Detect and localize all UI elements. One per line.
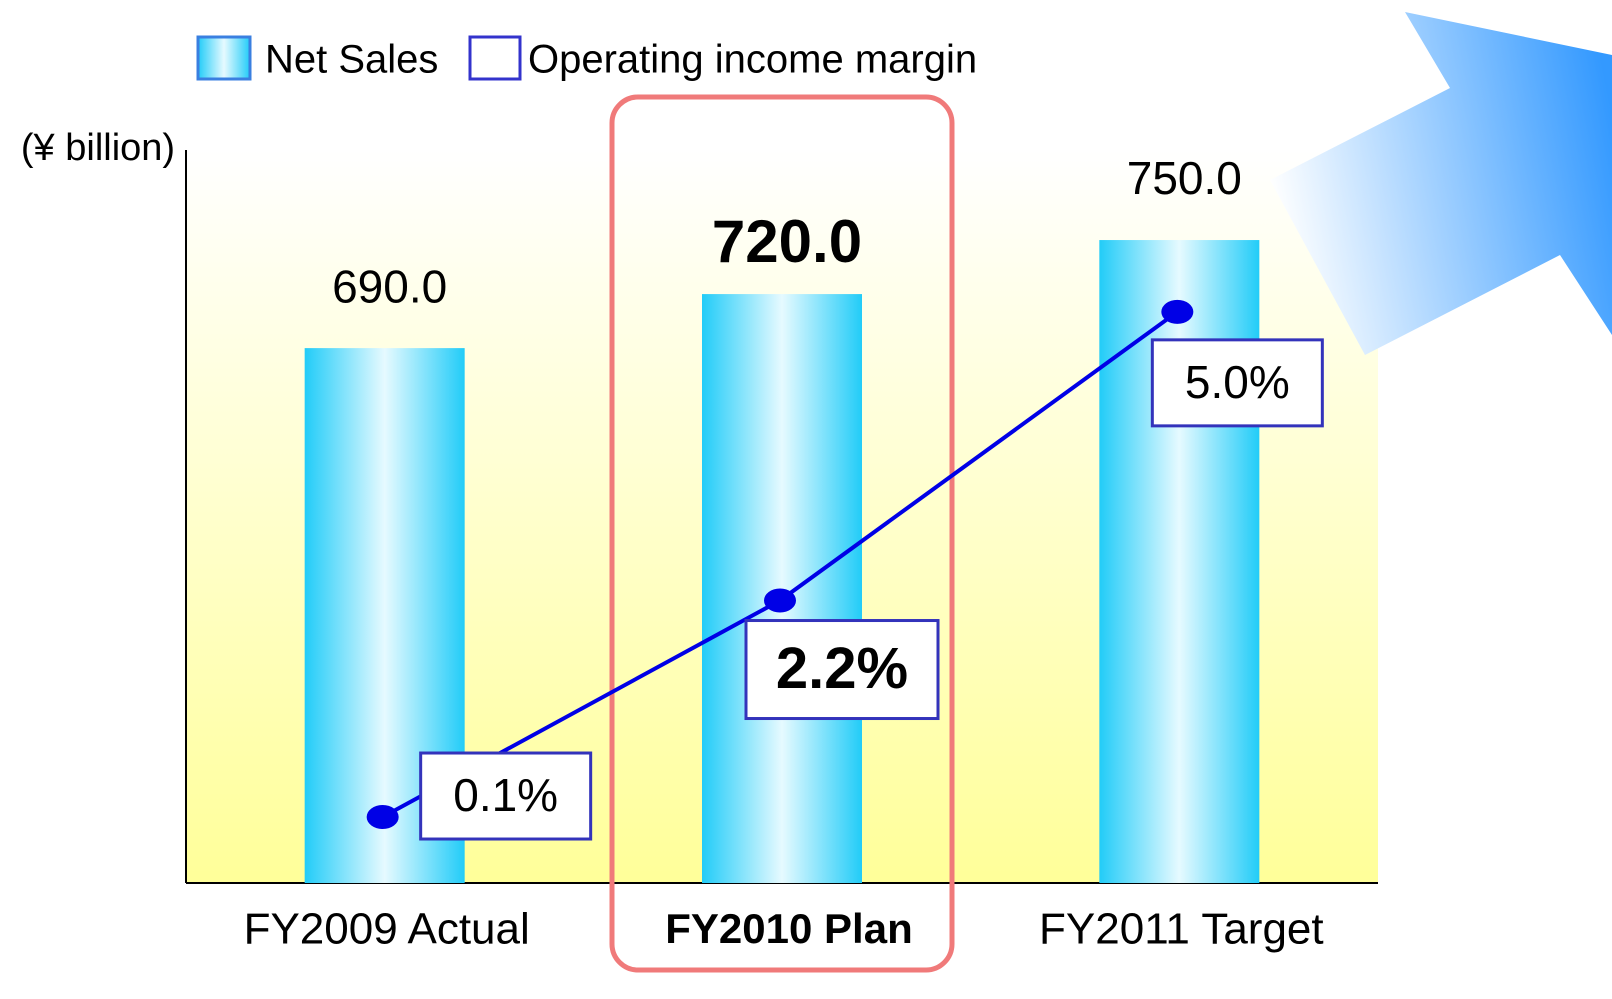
bar [1099,240,1260,883]
bar-value-label: 690.0 [332,260,447,312]
legend-swatch [196,35,252,81]
line-point [764,588,796,613]
line-value-label: 0.1% [453,769,558,821]
legend-label: Net Sales [265,38,438,82]
value-label-box [419,751,593,841]
value-label-box [1150,338,1324,428]
x-tick-label: FY2011 Target [1039,905,1324,954]
bar-value-label: 720.0 [712,208,862,275]
value-label-box [744,619,940,721]
legend-label: Operating income margin [528,38,977,82]
line-value-label: 2.2% [776,636,908,701]
x-tick-label: FY2009 Actual [244,905,530,954]
bar [702,294,862,883]
line-point [366,805,399,830]
y-axis-label: (¥ billion) [21,127,175,169]
highlight-frame [609,94,955,973]
line-value-label: 5.0% [1185,356,1290,408]
x-tick-label: FY2010 Plan [665,905,912,952]
bar-value-label: 750.0 [1127,152,1242,204]
growth-arrow [1270,12,1612,355]
legend-swatch [468,35,522,81]
line-point [1161,299,1194,324]
